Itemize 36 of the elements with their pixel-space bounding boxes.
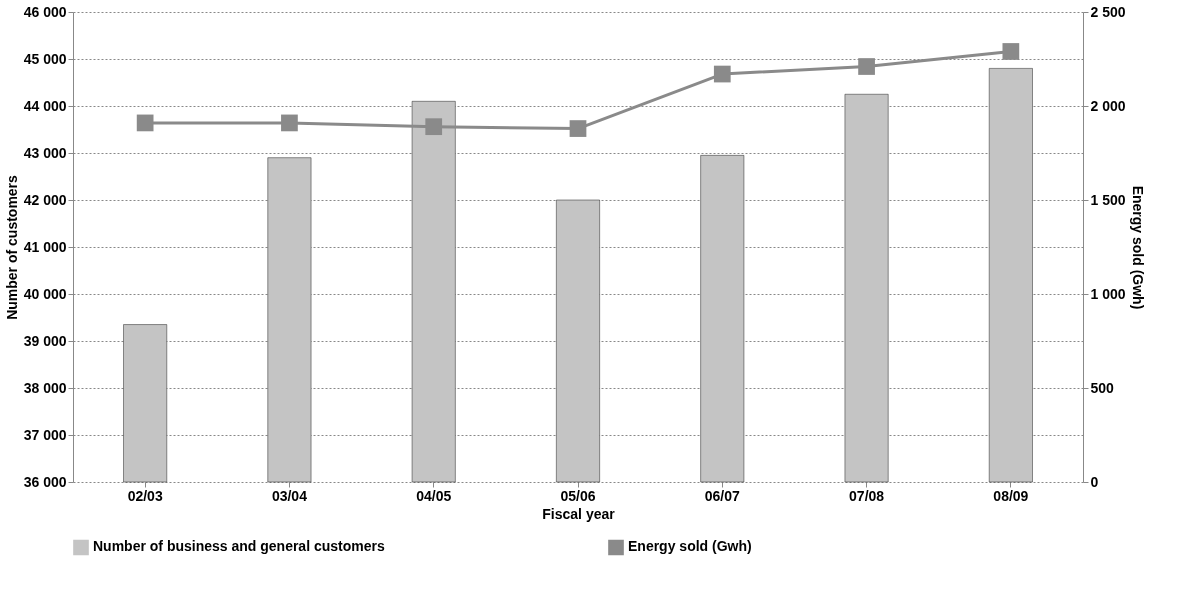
y-tick-label: 44 000: [23, 97, 67, 114]
y2-tick-label: 0: [1090, 473, 1099, 490]
x-tick-label: 04/05: [416, 487, 452, 504]
y2-tick-label: 2 000: [1090, 97, 1126, 114]
point: [281, 114, 298, 132]
point: [713, 65, 731, 83]
point: [136, 114, 154, 132]
x-axis-title: Fiscal year: [542, 505, 616, 522]
x-tick-label: 07/08: [849, 487, 885, 504]
point: [425, 118, 443, 136]
point: [858, 58, 875, 75]
x-tick-label: 05/06: [560, 487, 596, 504]
y-tick-label: 43 000: [23, 144, 67, 161]
y-tick-label: 37 000: [23, 426, 67, 443]
y-tick-label: 40 000: [23, 285, 67, 302]
point: [1002, 43, 1020, 60]
y-tick-label: 38 000: [23, 379, 67, 396]
y-tick-label: 42 000: [23, 191, 67, 208]
y-tick-label: 45 000: [23, 50, 67, 67]
y-tick-label: 41 000: [23, 238, 67, 255]
legend-label: Number of business and general customers: [93, 538, 385, 555]
point: [569, 120, 587, 137]
y-tick-label: 46 000: [23, 3, 67, 20]
y2-tick-label: 2 500: [1090, 3, 1126, 20]
y2-axis-title: Energy sold (Gwh): [1129, 185, 1146, 310]
x-tick-label: 08/09: [993, 487, 1029, 504]
x-tick-label: 06/07: [704, 487, 741, 504]
x-tick-label: 03/04: [271, 487, 308, 504]
y2-tick-label: 500: [1090, 379, 1115, 396]
y-tick-label: 36 000: [23, 473, 67, 490]
legend-label: Energy sold (Gwh): [628, 538, 752, 555]
x-tick-label: 02/03: [127, 487, 163, 504]
y-tick-label: 39 000: [23, 332, 67, 349]
y-axis-title: Number of customers: [3, 174, 20, 320]
y2-tick-label: 1 500: [1090, 191, 1126, 208]
y2-tick-label: 1 000: [1090, 285, 1126, 302]
